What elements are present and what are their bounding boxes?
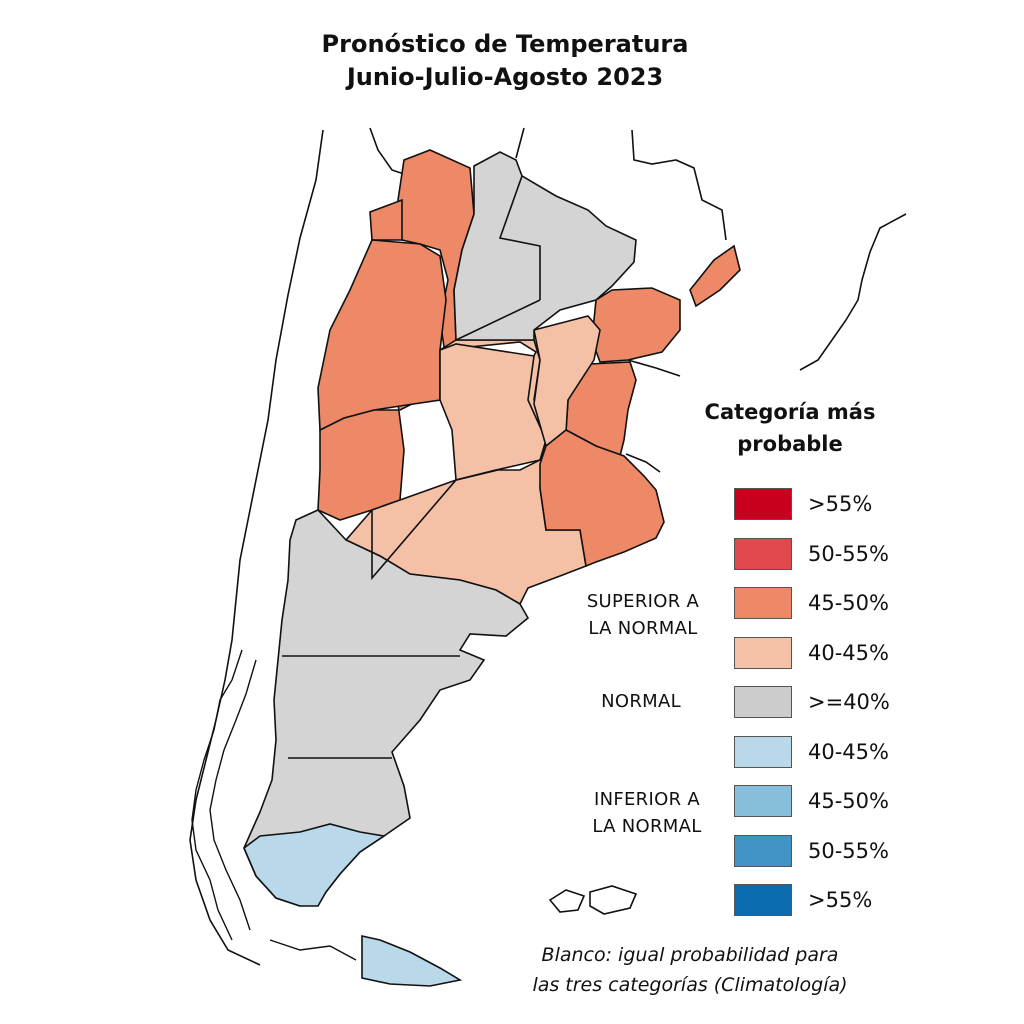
- legend-group-normal: NORMAL: [556, 688, 726, 715]
- paraguay-brazil-border: [631, 129, 727, 241]
- title-line-1: Pronóstico de Temperatura: [321, 30, 689, 58]
- rio-de-la-plata: [625, 453, 661, 473]
- legend-group-superior: SUPERIOR A LA NORMAL: [558, 588, 728, 642]
- region-patagonia-normal: [243, 509, 530, 907]
- inferior-line-2: LA NORMAL: [592, 816, 702, 837]
- legend-label: 50-55%: [808, 541, 889, 566]
- title-line-2: Junio-Julio-Agosto 2023: [346, 63, 664, 91]
- superior-line-2: LA NORMAL: [588, 618, 698, 639]
- legend-swatch: [734, 735, 792, 768]
- border-la-pampa: [371, 469, 497, 581]
- border-formosa-chaco: [498, 175, 541, 300]
- legend-swatch: [734, 537, 792, 570]
- legend-label: 40-45%: [808, 640, 889, 665]
- province-borders: [282, 175, 541, 759]
- legend-label: >55%: [808, 888, 873, 912]
- region-tierra-del-fuego-inferior: [361, 935, 463, 987]
- malvinas-east: [589, 885, 638, 915]
- legend-label: 50-55%: [808, 838, 889, 863]
- legend-swatch: [734, 834, 792, 867]
- legend-title: Categoría más probable: [680, 396, 900, 460]
- region-northwest-superior: [369, 198, 403, 241]
- bolivia-border: [369, 127, 411, 177]
- neighbor-borders: [189, 127, 907, 966]
- brazil-coast: [799, 213, 907, 371]
- footnote-line-2: las tres categorías (Climatología): [532, 974, 848, 996]
- region-cordoba-area: [439, 343, 547, 482]
- region-north-normal: [453, 151, 637, 341]
- map-title: Pronóstico de Temperatura Junio-Julio-Ag…: [0, 28, 1010, 94]
- fjord-line-1: [191, 649, 243, 941]
- normal-label: NORMAL: [601, 691, 681, 712]
- legend-group-inferior: INFERIOR A LA NORMAL: [562, 786, 732, 840]
- border-santiago: [455, 299, 541, 341]
- legend-label: 45-50%: [808, 591, 889, 615]
- superior-line-1: SUPERIOR A: [586, 591, 700, 612]
- legend-swatch: [734, 686, 792, 718]
- fjord-line-3: [269, 939, 357, 961]
- region-cuyo-superior: [317, 239, 447, 432]
- region-misiones-superior: [689, 244, 741, 308]
- legend-label: >55%: [808, 492, 873, 516]
- footnote-line-1: Blanco: igual probabilidad para: [541, 944, 839, 966]
- footnote: Blanco: igual probabilidad para las tres…: [500, 940, 880, 1000]
- legend-title-line-2: probable: [737, 432, 843, 456]
- malvinas-islands: [548, 885, 638, 915]
- fjord-line-2: [209, 659, 257, 931]
- bolivia-paraguay-line: [515, 127, 525, 159]
- legend-swatch: [734, 587, 792, 619]
- uruguay-border: [627, 359, 681, 377]
- legend-label: >=40%: [808, 690, 890, 714]
- legend-title-line-1: Categoría más: [704, 400, 876, 424]
- malvinas-west: [548, 889, 586, 913]
- legend-label: 40-45%: [808, 739, 889, 764]
- legend-swatch: [734, 785, 792, 817]
- chilean-fjords: [191, 649, 357, 961]
- region-chaco-superior: [591, 287, 681, 363]
- region-santa-fe-superior: [533, 315, 601, 448]
- chile-coastline: [189, 129, 324, 966]
- inferior-line-1: INFERIOR A: [593, 789, 701, 810]
- legend-label: 45-50%: [808, 789, 889, 813]
- region-santa-cruz-inferior: [243, 823, 387, 907]
- legend-swatch: [734, 636, 792, 669]
- region-buenos-aires-superior: [539, 429, 665, 568]
- legend-swatch: [734, 488, 792, 520]
- legend-swatch: [734, 884, 792, 916]
